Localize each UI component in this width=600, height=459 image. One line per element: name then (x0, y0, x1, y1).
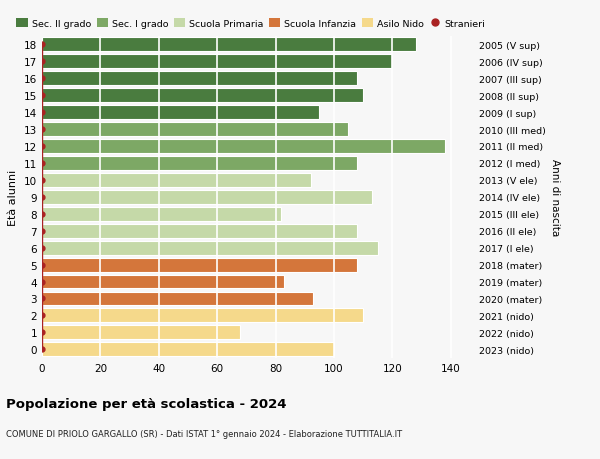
Bar (42, 38, 416, 52)
Bar (42, 123, 349, 137)
Bar (42, 140, 445, 154)
Bar (42, 157, 357, 170)
Bar (42, 207, 281, 221)
Bar (42, 326, 241, 340)
Y-axis label: Anni di nascita: Anni di nascita (550, 159, 560, 236)
Bar (42, 190, 372, 204)
Y-axis label: Età alunni: Età alunni (8, 169, 19, 225)
Bar (42, 106, 319, 120)
Bar (42, 258, 357, 272)
Bar (42, 275, 284, 289)
Text: Popolazione per età scolastica - 2024: Popolazione per età scolastica - 2024 (6, 397, 287, 410)
Bar (42, 224, 357, 238)
Bar (42, 55, 392, 69)
Legend: Sec. II grado, Sec. I grado, Scuola Primaria, Scuola Infanzia, Asilo Nido, Stran: Sec. II grado, Sec. I grado, Scuola Prim… (16, 19, 485, 29)
Bar (42, 72, 357, 86)
Bar (42, 241, 377, 255)
Text: COMUNE DI PRIOLO GARGALLO (SR) - Dati ISTAT 1° gennaio 2024 - Elaborazione TUTTI: COMUNE DI PRIOLO GARGALLO (SR) - Dati IS… (6, 429, 402, 438)
Bar (42, 342, 334, 357)
Bar (42, 292, 313, 306)
Bar (42, 174, 311, 187)
Bar (42, 89, 363, 103)
Bar (42, 309, 363, 323)
